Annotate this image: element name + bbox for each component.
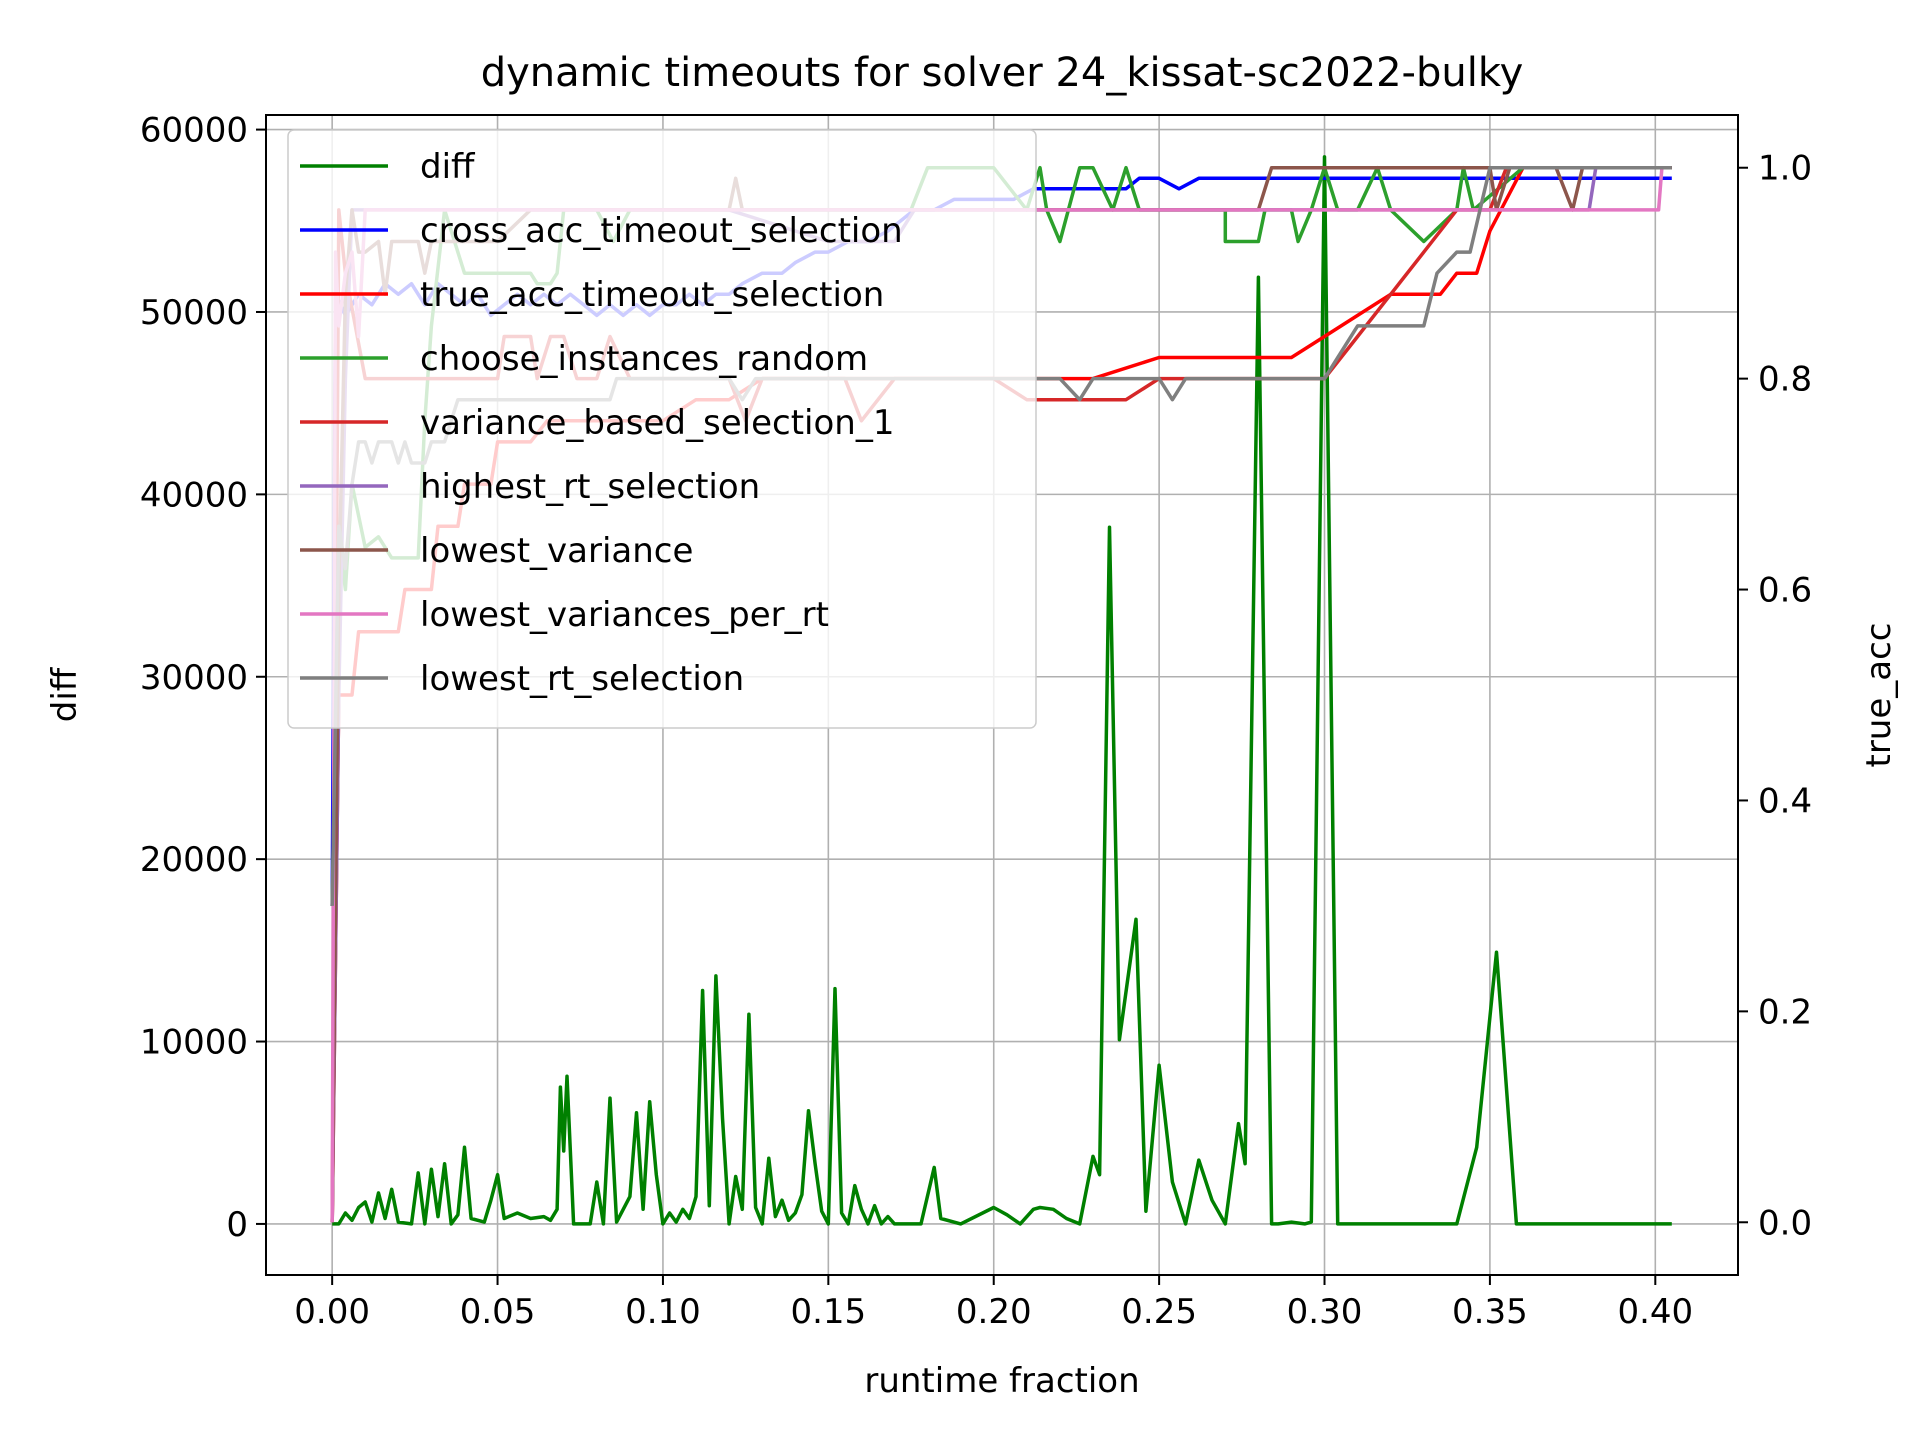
legend-label: true_acc_timeout_selection (420, 275, 884, 315)
y2-tick-label: 0.2 (1758, 992, 1812, 1032)
legend-label: lowest_variance (420, 531, 693, 571)
right-y-axis-ticks: 0.0 0.2 0.4 0.6 0.8 1.0 (1738, 149, 1812, 1243)
y-tick-label: 50000 (140, 293, 248, 333)
x-tick-label: 0.25 (1121, 1292, 1197, 1332)
legend-label: variance_based_selection_1 (420, 403, 894, 443)
y2-tick-label: 1.0 (1758, 149, 1812, 189)
y-tick-label: 20000 (140, 840, 248, 880)
x-tick-label: 0.20 (956, 1292, 1032, 1332)
legend-label: lowest_variances_per_rt (420, 595, 829, 635)
legend-box (287, 129, 1037, 729)
x-axis-ticks: 0.00 0.05 0.10 0.15 0.20 0.25 0.30 0.35 0.40 (294, 1275, 1693, 1332)
plot-frame (265, 114, 1739, 1276)
y2-axis-label: true_acc (1859, 623, 1899, 768)
y-tick-label: 10000 (140, 1023, 248, 1063)
x-tick-label: 0.35 (1452, 1292, 1528, 1332)
y2-tick-label: 0.6 (1758, 571, 1812, 611)
x-tick-label: 0.40 (1617, 1292, 1693, 1332)
x-tick-label: 0.05 (460, 1292, 536, 1332)
x-tick-label: 0.30 (1287, 1292, 1363, 1332)
y-tick-label: 0 (226, 1205, 248, 1245)
x-tick-label: 0.00 (294, 1292, 370, 1332)
y2-tick-label: 0.4 (1758, 781, 1812, 821)
y2-tick-label: 0.8 (1758, 360, 1812, 400)
y-axis-label: diff (45, 666, 85, 722)
chart-title: dynamic timeouts for solver 24_kissat-sc… (481, 50, 1524, 96)
legend-label: cross_acc_timeout_selection (420, 211, 903, 251)
y-tick-label: 40000 (140, 475, 248, 515)
legend-label: highest_rt_selection (420, 467, 760, 507)
x-tick-label: 0.15 (790, 1292, 866, 1332)
legend: diff cross_acc_timeout_selection true_acc_… (287, 129, 1037, 729)
y-tick-label: 30000 (140, 658, 248, 698)
series-line-diff (332, 155, 1672, 1226)
legend-label: lowest_rt_selection (420, 659, 744, 699)
y2-tick-label: 0.0 (1758, 1203, 1812, 1243)
legend-label: diff (420, 147, 476, 187)
legend-label: choose_instances_random (420, 339, 868, 379)
x-tick-label: 0.10 (625, 1292, 701, 1332)
left-y-axis-ticks: 0 10000 20000 30000 40000 50000 60000 (140, 111, 266, 1245)
x-axis-label: runtime fraction (864, 1361, 1139, 1401)
y-tick-label: 60000 (140, 111, 248, 151)
